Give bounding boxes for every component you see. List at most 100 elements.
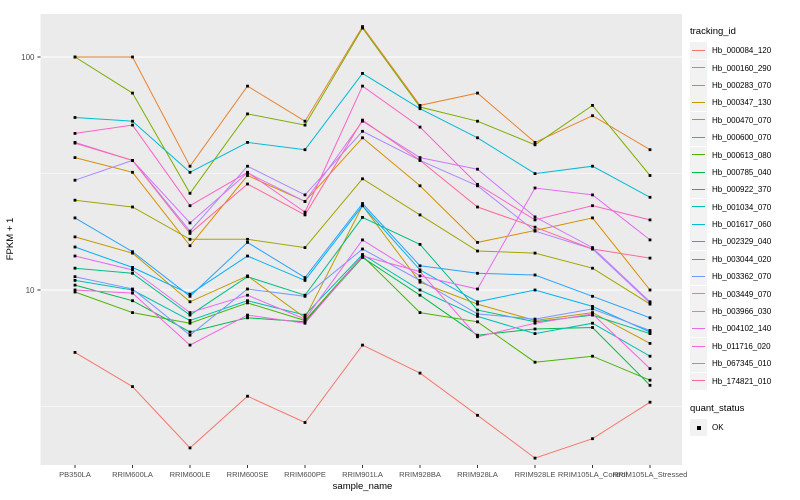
- legend-key-line: [690, 181, 707, 199]
- data-point: [476, 119, 479, 123]
- data-point: [73, 266, 77, 270]
- data-point: [648, 400, 652, 404]
- data-point: [361, 72, 364, 75]
- y-tick-label: 10: [26, 286, 35, 295]
- data-point: [591, 193, 594, 197]
- data-point: [476, 413, 479, 417]
- data-point: [418, 104, 422, 107]
- data-point: [533, 218, 537, 222]
- data-point: [418, 279, 422, 282]
- data-point: [591, 437, 594, 441]
- legend-item-Hb_000084_120: Hb_000084_120: [690, 42, 798, 60]
- data-point: [188, 311, 192, 314]
- data-point: [648, 218, 652, 222]
- data-point: [476, 91, 479, 95]
- legend-line-swatch: [692, 171, 705, 173]
- data-point: [246, 394, 249, 398]
- legend-item-quant-OK: OK: [690, 419, 798, 436]
- data-point: [73, 55, 77, 59]
- data-point: [533, 143, 537, 147]
- data-point: [648, 367, 652, 370]
- legend-item-label: Hb_000283_070: [712, 80, 772, 90]
- legend-key-line: [690, 216, 707, 234]
- data-point: [361, 26, 364, 30]
- data-point: [418, 105, 422, 109]
- legend-item-label: Hb_011716_020: [712, 341, 771, 351]
- data-point: [533, 332, 537, 335]
- data-point: [418, 243, 422, 246]
- data-point: [533, 288, 537, 292]
- data-point: [648, 300, 652, 304]
- legend-item-Hb_001034_070: Hb_001034_070: [690, 198, 798, 216]
- data-point: [188, 343, 192, 347]
- legend-title-tracking-id: tracking_id: [690, 26, 736, 37]
- data-point: [591, 216, 594, 220]
- data-point: [533, 317, 537, 321]
- legend-key-line: [690, 320, 707, 338]
- data-point: [303, 123, 307, 127]
- data-point: [361, 136, 364, 140]
- legend-item-Hb_003362_070: Hb_003362_070: [690, 268, 798, 286]
- data-point: [533, 141, 537, 144]
- data-point: [303, 148, 307, 152]
- data-point: [73, 351, 77, 354]
- data-point: [246, 299, 249, 303]
- x-tick-label: RRIM600LE: [170, 470, 211, 479]
- legend-line-swatch: [692, 223, 705, 225]
- data-point: [188, 204, 192, 208]
- data-point: [648, 195, 652, 199]
- legend-key-line: [690, 163, 707, 181]
- legend-line-swatch: [692, 293, 705, 295]
- data-point: [591, 104, 594, 107]
- legend-line-swatch: [692, 362, 705, 364]
- data-point: [246, 275, 249, 279]
- legend-item-label: Hb_000347_130: [712, 98, 772, 108]
- data-point: [188, 319, 192, 322]
- data-point: [533, 327, 537, 331]
- data-point: [73, 245, 77, 249]
- data-point: [188, 313, 192, 317]
- data-point: [188, 446, 192, 450]
- x-tick-label: RRIM600PE: [284, 470, 326, 479]
- data-point: [131, 268, 134, 272]
- data-point: [131, 159, 134, 162]
- data-point: [303, 421, 307, 424]
- data-point: [73, 283, 77, 287]
- legend-line-swatch: [692, 258, 705, 260]
- data-point: [131, 287, 134, 291]
- legend-item-label: Hb_174821_010: [712, 376, 772, 386]
- data-point: [418, 268, 422, 272]
- data-point: [131, 311, 134, 314]
- legend-key-line: [690, 146, 707, 164]
- data-point: [361, 254, 364, 258]
- legend-item-label: Hb_000160_290: [712, 63, 772, 73]
- data-point: [476, 205, 479, 209]
- legend-item-Hb_000922_370: Hb_000922_370: [690, 181, 798, 199]
- legend-item-Hb_000347_130: Hb_000347_130: [690, 94, 798, 112]
- data-point: [533, 273, 537, 277]
- data-point: [188, 170, 192, 174]
- data-point: [476, 312, 479, 316]
- x-tick-label: RRIM928LE: [515, 470, 556, 479]
- legend-item-Hb_000470_070: Hb_000470_070: [690, 111, 798, 129]
- data-point: [73, 198, 77, 202]
- data-point: [131, 55, 134, 59]
- legend-key-line: [690, 59, 707, 77]
- legend-item-Hb_003449_070: Hb_003449_070: [690, 285, 798, 303]
- legend-key-line: [690, 337, 707, 355]
- data-point: [188, 229, 192, 233]
- data-point: [303, 210, 307, 214]
- data-point: [361, 25, 364, 28]
- legend-line-swatch: [692, 119, 705, 121]
- legend-item-label: Hb_000470_070: [712, 115, 772, 125]
- data-point: [476, 287, 479, 291]
- data-point: [303, 246, 307, 249]
- legend-line-swatch: [692, 84, 705, 86]
- legend-item-Hb_000600_070: Hb_000600_070: [690, 129, 798, 147]
- data-point: [73, 235, 77, 239]
- data-point: [303, 200, 307, 203]
- data-point: [476, 335, 479, 339]
- data-point: [246, 313, 249, 317]
- data-point: [418, 293, 422, 297]
- data-point: [476, 300, 479, 304]
